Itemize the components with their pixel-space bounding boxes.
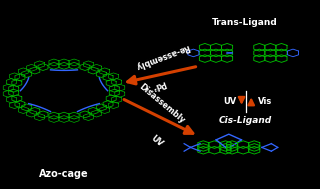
Text: Disassembly: Disassembly xyxy=(137,83,186,126)
Text: Re-assembly: Re-assembly xyxy=(133,42,190,71)
Text: Azo-cage: Azo-cage xyxy=(39,169,89,179)
Text: Pd²⁺: Pd²⁺ xyxy=(147,78,167,93)
Text: Trans-Ligand: Trans-Ligand xyxy=(212,18,278,27)
Text: Cis-Ligand: Cis-Ligand xyxy=(218,115,271,125)
Text: Vis: Vis xyxy=(258,97,272,106)
Text: UV: UV xyxy=(224,97,237,106)
Text: UV: UV xyxy=(149,133,164,148)
